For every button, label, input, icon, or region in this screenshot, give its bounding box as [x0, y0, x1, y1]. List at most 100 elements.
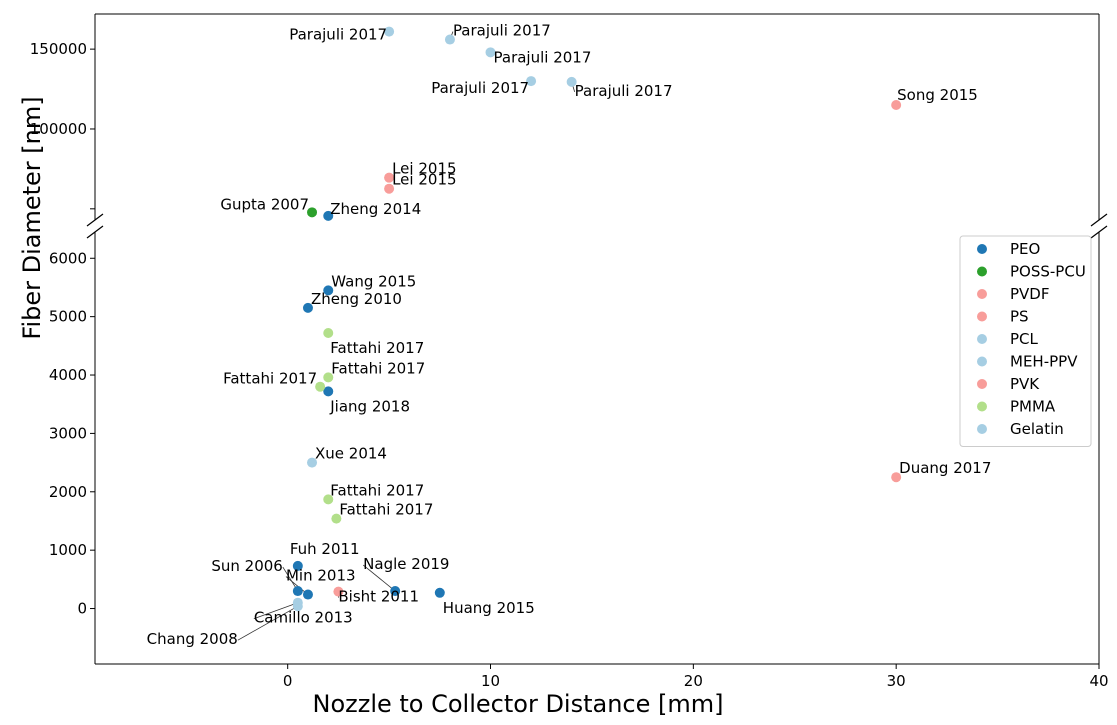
data-point: [307, 207, 318, 218]
data-point: [315, 381, 326, 392]
legend-entry: MEH-PPV: [1010, 353, 1078, 371]
point-label: Parajuli 2017: [453, 22, 551, 40]
point-label: Jiang 2018: [329, 397, 410, 415]
axis-break-mark: [86, 213, 104, 227]
point-label: Duang 2017: [899, 459, 991, 477]
legend-entry: POSS-PCU: [1010, 263, 1086, 281]
data-point: [891, 472, 902, 483]
point-label: Fattahi 2017: [330, 339, 424, 357]
data-point: [302, 589, 313, 600]
point-label: Xue 2014: [315, 445, 387, 463]
data-point: [323, 494, 334, 505]
data-point: [323, 372, 334, 383]
y-axis-title: Fiber Diameter [nm]: [18, 96, 46, 339]
label-leader: [253, 602, 298, 620]
data-point: [390, 586, 401, 597]
point-label: Fattahi 2017: [223, 370, 317, 388]
point-label: Sun 2006: [211, 557, 282, 575]
point-label: Fuh 2011: [290, 540, 360, 558]
point-label: Lei 2015: [392, 160, 456, 178]
legend: PEO POSS-PCU PVDF PS PCL MEH-PPV PVK PMMA Gelati…: [959, 235, 1092, 447]
legend-entry: PS: [1010, 308, 1029, 326]
point-label: Fattahi 2017: [331, 359, 425, 377]
legend-entry: PCL: [1010, 330, 1039, 348]
point-label: Huang 2015: [443, 599, 535, 617]
label-leader-lines: [237, 31, 576, 641]
legend-swatch: [977, 356, 987, 367]
point-label: Chang 2008: [147, 630, 238, 648]
y-tick-label: 6000: [49, 249, 87, 267]
point-label: Bisht 2011: [338, 588, 419, 606]
point-label: Parajuli 2017: [575, 82, 673, 100]
legend-frame: [959, 235, 1092, 447]
data-point: [307, 457, 318, 468]
data-point: [434, 587, 445, 598]
data-point: [323, 386, 334, 397]
data-point: [331, 513, 342, 524]
x-tick-label: 40: [1089, 672, 1108, 690]
data-point: [323, 285, 334, 296]
data-point: [384, 183, 395, 194]
data-point: [566, 76, 577, 87]
y-tick-label: 0: [77, 600, 87, 618]
axis-ticks: 0 10 20 30 40 100000 150000 0 1000 2000 3000 4000 50…: [30, 40, 1109, 690]
point-label: Gupta 2007: [220, 195, 309, 213]
data-point: [302, 302, 313, 313]
legend-swatch: [977, 379, 987, 389]
x-tick-label: 0: [283, 672, 293, 690]
plot-frames: [94, 13, 1100, 665]
label-leader: [362, 564, 396, 592]
data-point: [891, 100, 902, 111]
y-tick-label: 2000: [49, 483, 87, 501]
legend-swatch: [977, 334, 987, 344]
y-tick-label: 5000: [49, 308, 87, 326]
data-point: [485, 47, 496, 58]
point-label: Parajuli 2017: [431, 79, 529, 97]
point-label: Camillo 2013: [254, 609, 353, 627]
point-label: Lei 2015: [392, 171, 456, 189]
data-point: [384, 26, 395, 37]
x-tick-label: 10: [481, 672, 500, 690]
legend-swatch: [977, 424, 987, 434]
point-label: Wang 2015: [331, 272, 416, 290]
y-tick-label: 100000: [30, 120, 87, 138]
data-point: [292, 601, 303, 612]
legend-entry: PVK: [1010, 375, 1040, 393]
x-tick-label: 20: [684, 672, 703, 690]
point-label: Zheng 2010: [311, 290, 402, 308]
legend-entry: PMMA: [1010, 398, 1056, 416]
y-tick-label: 150000: [30, 40, 87, 58]
data-point: [333, 586, 344, 597]
data-point: [526, 76, 537, 87]
point-label: Min 2013: [286, 567, 356, 585]
data-point: [444, 34, 455, 45]
point-label: Nagle 2019: [363, 555, 449, 573]
axis-break-mark: [1090, 213, 1108, 227]
data-points: [292, 26, 902, 612]
point-label: Song 2015: [897, 86, 978, 104]
point-label: Parajuli 2017: [289, 26, 387, 44]
data-point: [323, 210, 334, 221]
point-label: Parajuli 2017: [494, 48, 592, 66]
axis-break-marks: [86, 213, 1108, 239]
data-point: [323, 327, 334, 338]
y-tick-label: 4000: [49, 366, 87, 384]
point-label: Fattahi 2017: [339, 501, 433, 519]
legend-swatch: [977, 311, 987, 322]
x-tick-label: 30: [887, 672, 906, 690]
y-tick-label: 3000: [49, 424, 87, 442]
axis-break-mark: [1090, 225, 1108, 239]
point-label: Fattahi 2017: [330, 481, 424, 499]
legend-swatch: [977, 289, 987, 299]
axis-break-mark: [86, 225, 104, 239]
data-point: [292, 560, 303, 571]
data-point: [292, 586, 303, 597]
x-axis-title: Nozzle to Collector Distance [mm]: [313, 690, 724, 718]
legend-entry: Gelatin: [1010, 420, 1064, 438]
legend-swatch: [977, 244, 987, 254]
legend-entry: PVDF: [1010, 285, 1050, 303]
label-leader: [237, 605, 299, 641]
legend-entry: PEO: [1010, 240, 1040, 258]
